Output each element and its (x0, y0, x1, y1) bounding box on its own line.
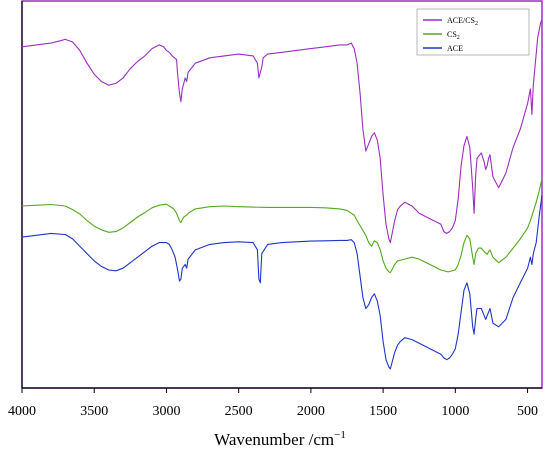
x-axis-title-sup: −1 (334, 429, 346, 441)
x-ticks: 4000 3500 3000 2500 2000 1500 1000 500 (8, 388, 538, 419)
series-line-0 (21, 19, 543, 244)
legend-label-2: ACE (447, 44, 463, 53)
series-line-1 (21, 178, 543, 274)
legend-label-1: CS2 (447, 30, 460, 41)
x-axis-title-text: Wavenumber /cm (214, 430, 334, 449)
x-tick-label: 1500 (369, 404, 397, 419)
x-tick-label: 4000 (8, 404, 36, 419)
legend-label-0: ACE/CS2 (447, 16, 478, 27)
x-tick-label: 2000 (297, 404, 325, 419)
x-tick-label: 1000 (441, 404, 469, 419)
x-tick-label: 500 (517, 404, 538, 419)
series-line-2 (21, 194, 543, 370)
plot-frame (21, 0, 543, 389)
x-tick-label: 2500 (225, 404, 253, 419)
legend: ACE/CS2 CS2 ACE (416, 8, 530, 56)
series-group (21, 19, 543, 370)
x-axis-title: Wavenumber /cm−1 (214, 429, 346, 449)
x-tick-label: 3500 (80, 404, 108, 419)
legend-items: ACE/CS2 CS2 ACE (423, 16, 478, 53)
x-tick-label: 3000 (152, 404, 180, 419)
